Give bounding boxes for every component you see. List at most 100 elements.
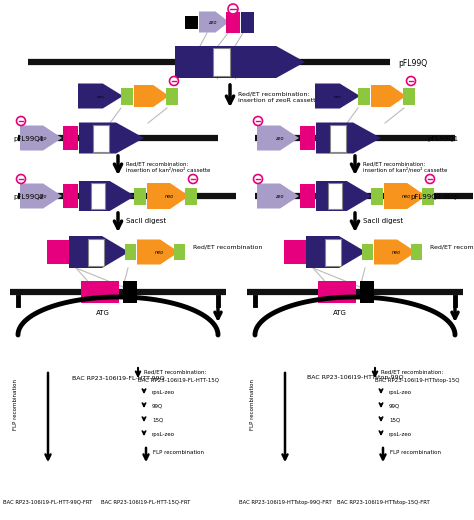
Text: BAC RP23-106l19-HTTstop-99Q: BAC RP23-106l19-HTTstop-99Q <box>307 375 403 380</box>
Text: BAC RP23-106l19-FL-HTT-15Q: BAC RP23-106l19-FL-HTT-15Q <box>138 378 219 383</box>
Polygon shape <box>371 85 406 107</box>
Polygon shape <box>257 184 299 209</box>
Text: 99Q: 99Q <box>389 404 400 409</box>
Text: rpsL-zeo: rpsL-zeo <box>389 432 412 437</box>
Circle shape <box>170 76 179 85</box>
Bar <box>241 11 255 32</box>
Bar <box>301 184 316 208</box>
Text: BAC RP23-106l19-HTTstop-99Q-FRT: BAC RP23-106l19-HTTstop-99Q-FRT <box>238 500 331 505</box>
Bar <box>213 48 230 76</box>
Polygon shape <box>137 240 179 265</box>
Circle shape <box>254 175 263 184</box>
Text: zeo: zeo <box>208 20 216 25</box>
Polygon shape <box>374 240 416 265</box>
Text: rpsL-zeo: rpsL-zeo <box>389 390 412 395</box>
Bar <box>360 281 374 303</box>
Text: neo: neo <box>401 194 410 200</box>
Bar <box>422 188 434 204</box>
Bar <box>93 124 109 151</box>
Text: Red/ET recombination: Red/ET recombination <box>193 244 263 250</box>
Text: 15Q: 15Q <box>152 418 163 423</box>
Polygon shape <box>79 123 144 153</box>
Text: rpsL-zeo: rpsL-zeo <box>152 390 175 395</box>
Text: SacII digest: SacII digest <box>126 218 166 224</box>
Bar <box>64 126 79 150</box>
Text: pFL99Q1: pFL99Q1 <box>428 136 459 142</box>
Text: zeo: zeo <box>38 194 46 200</box>
Text: neo: neo <box>164 194 173 200</box>
Bar <box>328 183 342 209</box>
Polygon shape <box>316 181 372 211</box>
Polygon shape <box>69 236 129 268</box>
Text: ATG: ATG <box>96 310 110 316</box>
Text: pFL99Q1: pFL99Q1 <box>13 136 44 142</box>
Bar <box>371 188 383 204</box>
Bar <box>47 240 69 264</box>
Text: zeo: zeo <box>275 194 283 200</box>
Text: FLP recombination: FLP recombination <box>250 380 255 431</box>
Text: BAC RP23-106l19-HTTstop-15Q-FRT: BAC RP23-106l19-HTTstop-15Q-FRT <box>337 500 429 505</box>
Polygon shape <box>384 183 426 209</box>
Text: rpsL-zeo: rpsL-zeo <box>152 432 175 437</box>
Text: neo: neo <box>155 251 164 255</box>
Text: ATG: ATG <box>333 310 347 316</box>
Bar <box>64 184 79 208</box>
Bar <box>226 11 240 32</box>
Text: pFL99Q2-stop: pFL99Q2-stop <box>410 194 459 200</box>
Bar <box>123 281 137 303</box>
Text: FLP recombination: FLP recombination <box>390 450 441 455</box>
Polygon shape <box>134 85 169 107</box>
Polygon shape <box>257 125 299 150</box>
Text: pFL99Q2: pFL99Q2 <box>13 194 44 200</box>
Bar <box>91 183 105 209</box>
Polygon shape <box>147 183 189 209</box>
Bar <box>318 281 356 303</box>
Text: pFL99Q: pFL99Q <box>398 58 427 68</box>
Polygon shape <box>306 236 366 268</box>
Circle shape <box>407 76 416 85</box>
Bar <box>174 244 185 260</box>
Text: Red/ET recombination:: Red/ET recombination: <box>144 369 206 374</box>
Text: Red/ET recombination:: Red/ET recombination: <box>381 369 443 374</box>
Text: FLP recombination: FLP recombination <box>13 380 18 431</box>
Polygon shape <box>199 11 229 32</box>
Text: BAC RP23-106l19-FL-HTT-99Q-FRT: BAC RP23-106l19-FL-HTT-99Q-FRT <box>3 500 93 505</box>
Bar <box>166 87 178 105</box>
Text: SacII digest: SacII digest <box>363 218 403 224</box>
Bar <box>325 239 341 266</box>
Text: 15Q: 15Q <box>389 418 400 423</box>
Text: zeo: zeo <box>38 136 46 141</box>
Bar <box>358 87 370 105</box>
Text: neo: neo <box>97 95 105 99</box>
Polygon shape <box>78 84 123 109</box>
Bar <box>185 16 199 29</box>
Bar <box>81 281 119 303</box>
Polygon shape <box>20 184 62 209</box>
Text: BAC RP23-106l19-FL-HTT-15Q-FRT: BAC RP23-106l19-FL-HTT-15Q-FRT <box>101 500 191 505</box>
Text: Red/ET recombination:
insertion of zeoR cassette: Red/ET recombination: insertion of zeoR … <box>238 92 319 103</box>
Polygon shape <box>315 84 360 109</box>
Text: neo: neo <box>392 251 401 255</box>
Bar <box>88 239 104 266</box>
Bar <box>284 240 306 264</box>
Polygon shape <box>316 123 381 153</box>
Circle shape <box>17 175 26 184</box>
Circle shape <box>17 116 26 125</box>
Polygon shape <box>20 125 62 150</box>
Bar <box>363 244 374 260</box>
Circle shape <box>189 175 198 184</box>
Circle shape <box>228 4 238 14</box>
Text: neo: neo <box>334 95 342 99</box>
Text: FLP recombination: FLP recombination <box>153 450 204 455</box>
Text: Red/ET recombination:
insertion of kan²/neo² cassette: Red/ET recombination: insertion of kan²/… <box>126 161 210 173</box>
Bar <box>411 244 422 260</box>
Text: zeo: zeo <box>275 136 283 141</box>
Text: BAC RP23-106l19-HTTstop-15Q: BAC RP23-106l19-HTTstop-15Q <box>375 378 459 383</box>
Bar <box>126 244 137 260</box>
Text: Red/ET recombination: Red/ET recombination <box>430 244 474 250</box>
Text: 99Q: 99Q <box>152 404 163 409</box>
Circle shape <box>426 175 435 184</box>
Circle shape <box>254 116 263 125</box>
Bar <box>121 87 133 105</box>
Polygon shape <box>79 181 135 211</box>
